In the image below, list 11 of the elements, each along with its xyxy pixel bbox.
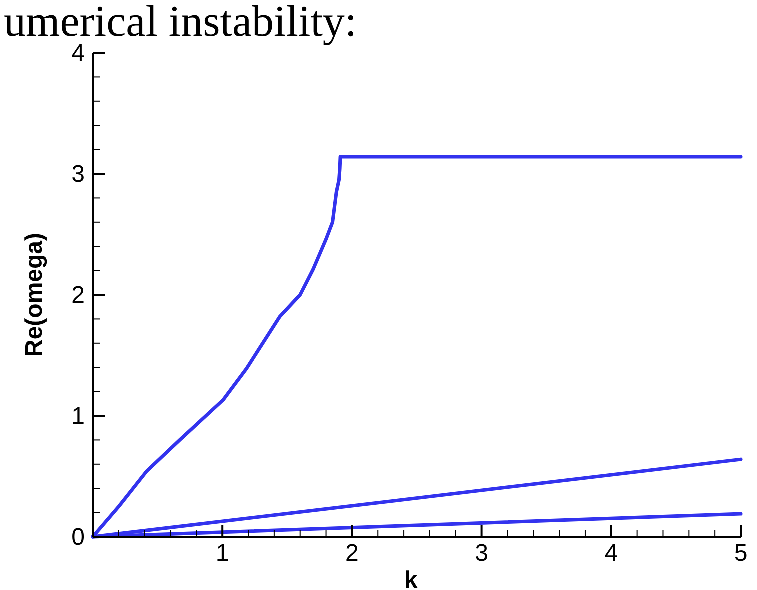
x-tick-label: 5 (734, 540, 748, 567)
y-axis-title: Re(omega) (21, 232, 48, 358)
x-tick-label: 2 (346, 540, 359, 567)
y-tick-label: 2 (72, 282, 85, 309)
x-axis-title: k (404, 567, 418, 590)
y-tick-label: 0 (72, 524, 85, 551)
x-tick-label: 1 (216, 540, 230, 567)
x-tick-label: 3 (475, 540, 488, 567)
y-tick-label: 3 (72, 161, 85, 188)
x-tick-label: 4 (604, 540, 618, 567)
y-tick-label: 1 (72, 403, 85, 430)
